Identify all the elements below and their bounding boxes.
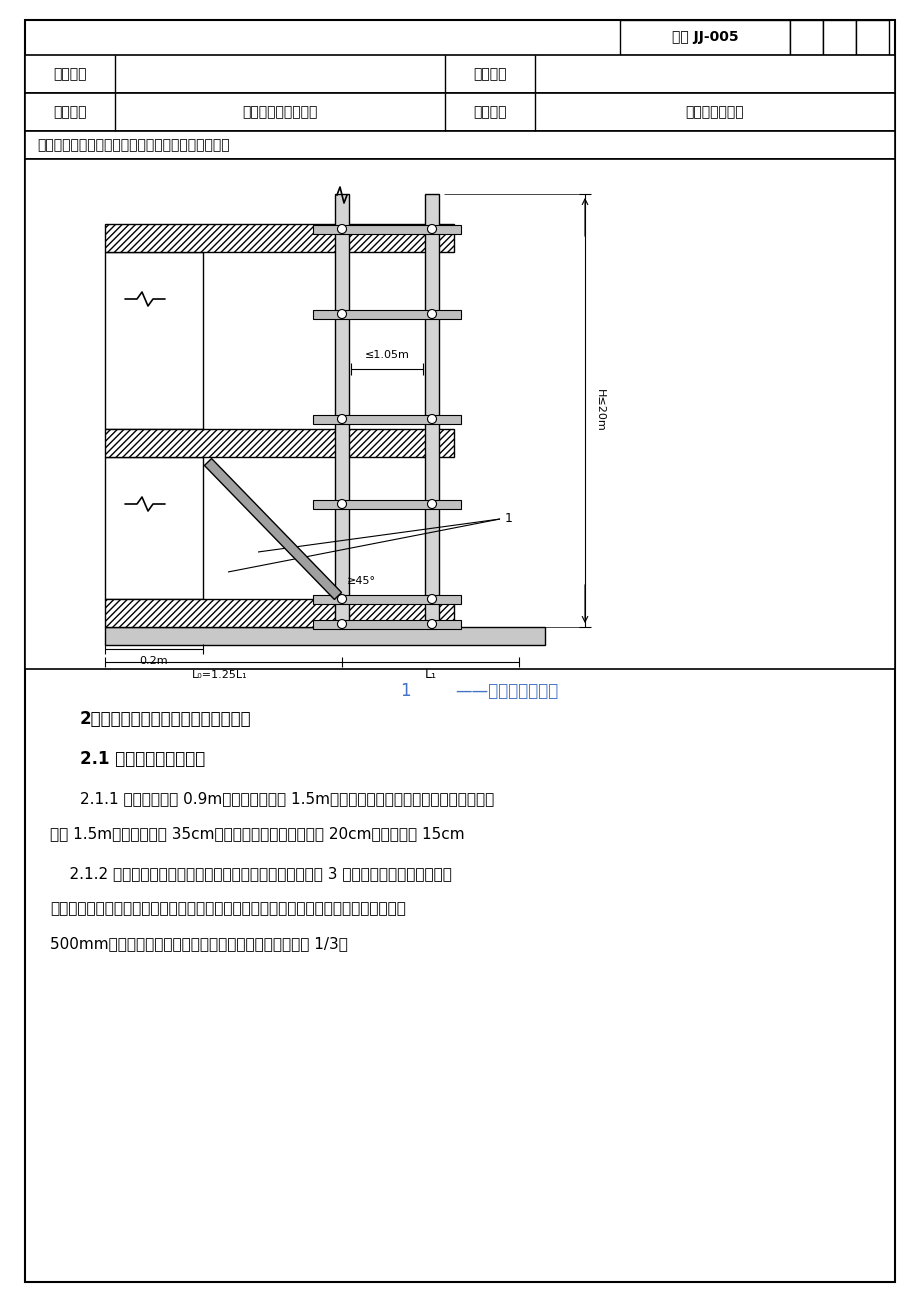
Bar [619,20,789,55]
Text: 交底提要：悬挑脚手架的相关材料、施工工艺、方法: 交底提要：悬挑脚手架的相关材料、施工工艺、方法 [37,138,230,152]
Text: 1: 1 [505,513,512,526]
Text: H≤20m: H≤20m [595,389,605,432]
Text: 0.2m: 0.2m [140,656,168,667]
Text: L₁: L₁ [424,668,436,681]
Bar [312,620,460,629]
Circle shape [427,310,436,319]
Circle shape [427,224,436,233]
Bar [105,628,544,644]
Bar [105,224,453,253]
Text: L₀=1.25L₁: L₀=1.25L₁ [192,671,247,680]
Circle shape [337,500,346,509]
Text: 1: 1 [399,682,410,700]
Bar [25,55,894,92]
Bar [105,599,453,628]
Circle shape [337,620,346,629]
Text: 施工单位: 施工单位 [472,66,506,81]
Bar [312,415,460,424]
Bar [25,132,894,159]
Circle shape [337,414,346,423]
Bar [789,20,823,55]
Text: 交底部位: 交底部位 [53,105,86,118]
Circle shape [427,500,436,509]
Text: ≥45°: ≥45° [346,575,376,586]
Bar [823,20,855,55]
Circle shape [427,620,436,629]
Bar [105,457,203,599]
Circle shape [427,414,436,423]
Bar [25,159,894,669]
Circle shape [337,595,346,604]
Text: 2、悬挑式脚手架的构造和搭设要求：: 2、悬挑式脚手架的构造和搭设要求： [80,710,252,728]
Bar [335,194,348,628]
Bar [105,253,203,428]
Polygon shape [204,458,341,599]
Text: 2.1 大、小横杆、脚手板: 2.1 大、小横杆、脚手板 [80,750,205,768]
Bar [312,310,460,319]
Text: ——钢丝绳或钢拉杆: ——钢丝绳或钢拉杆 [455,682,558,700]
Bar [25,92,894,132]
Text: 500mm，各接头中心至最近主节点的距离不应大于纵距的 1/3。: 500mm，各接头中心至最近主节点的距离不应大于纵距的 1/3。 [50,936,347,952]
Circle shape [337,224,346,233]
Text: 工序名称: 工序名称 [472,105,506,118]
Text: ≤1.05m: ≤1.05m [364,350,409,359]
Text: 悬挑脚手架分项工程: 悬挑脚手架分项工程 [242,105,317,118]
Circle shape [427,595,436,604]
Bar [312,225,460,234]
Text: 悬挑脚手架施工: 悬挑脚手架施工 [685,105,743,118]
Text: 2.1.1 立杆横向间距 0.9m，立杆纵向间距 1.5m，每一方向间距一致，横平竖直，横杆步: 2.1.1 立杆横向间距 0.9m，立杆纵向间距 1.5m，每一方向间距一致，横… [80,792,494,806]
Text: 某某 JJ-005: 某某 JJ-005 [671,30,738,44]
Text: 2.1.2 纵向水平杆应设置在立杆内侧，单根杆长度不应小于 3 跨。两根相邻大横杆的接头: 2.1.2 纵向水平杆应设置在立杆内侧，单根杆长度不应小于 3 跨。两根相邻大横… [50,867,451,881]
Text: 工程名称: 工程名称 [53,66,86,81]
Circle shape [337,310,346,319]
Bar [425,194,438,628]
Bar [312,595,460,604]
Bar [312,500,460,509]
Bar [855,20,888,55]
Bar [105,428,453,457]
Text: 不应设置在同跨或同步内，不同步或不同跨两个相邻接头在水平方向错开的距离不应小于: 不应设置在同跨或同步内，不同步或不同跨两个相邻接头在水平方向错开的距离不应小于 [50,901,405,917]
Text: 距为 1.5m。里立杆距墙 35cm，小横杆伸出外立杆连接点 20cm，离外墙面 15cm: 距为 1.5m。里立杆距墙 35cm，小横杆伸出外立杆连接点 20cm，离外墙面… [50,827,464,841]
